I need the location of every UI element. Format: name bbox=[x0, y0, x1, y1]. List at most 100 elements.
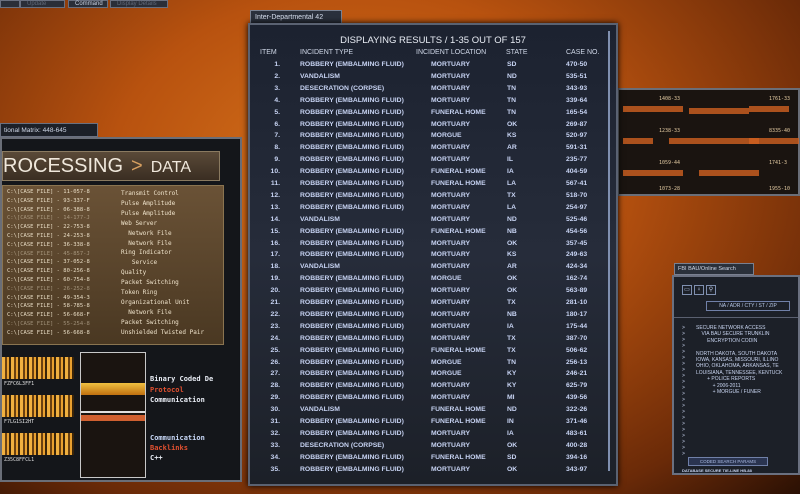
table-row[interactable]: 19. ROBBERY (EMBALMING FLUID) MORGUE OK 162-… bbox=[250, 275, 616, 286]
col-state[interactable]: STATE bbox=[506, 49, 528, 56]
case-file-entry[interactable]: C:\[CASE FILE] - 49-354-3 bbox=[7, 294, 90, 301]
table-row[interactable]: 35. ROBBERY (EMBALMING FLUID) MORTUARY OK 34… bbox=[250, 466, 616, 477]
cell-state: NB bbox=[507, 227, 517, 235]
case-file-entry[interactable]: C:\[CASE FILE] - 06-388-8 bbox=[7, 206, 90, 213]
case-file-entry[interactable]: C:\[CASE FILE] - 55-254-8 bbox=[7, 321, 90, 327]
case-file-entry[interactable]: C:\[CASE FILE] - 93-337-F bbox=[7, 197, 90, 204]
table-row[interactable]: 10. ROBBERY (EMBALMING FLUID) FUNERAL HOME… bbox=[250, 168, 616, 179]
case-file-entry[interactable]: C:\[CASE FILE] - 24-253-8 bbox=[7, 233, 90, 239]
case-file-entry[interactable]: C:\[CASE FILE] - 22-753-8 bbox=[7, 224, 90, 231]
table-row[interactable]: 8. ROBBERY (EMBALMING FLUID) MORTUARY AR 591… bbox=[250, 144, 616, 155]
address-search-input[interactable]: NA / ADR / CTY / ST / ZIP bbox=[706, 301, 790, 311]
cell-incident-type: ROBBERY (EMBALMING FLUID) bbox=[300, 61, 404, 68]
table-row[interactable]: 3. DESECRATION (CORPSE) MORTUARY TN 343-93 bbox=[250, 85, 616, 96]
cell-item: 1. bbox=[274, 61, 280, 68]
search-output-line: + MORGUE / FUNER bbox=[696, 389, 761, 395]
table-row[interactable]: 30. VANDALISM FUNERAL HOME ND 322-26 bbox=[250, 406, 616, 417]
table-row[interactable]: 5. ROBBERY (EMBALMING FLUID) FUNERAL HOME T… bbox=[250, 109, 616, 120]
table-row[interactable]: 28. ROBBERY (EMBALMING FLUID) MORTUARY KY 62… bbox=[250, 382, 616, 393]
folder-icon[interactable]: ▭ bbox=[682, 285, 692, 295]
cell-location: MORTUARY bbox=[431, 203, 471, 211]
search-icon[interactable]: ⚲ bbox=[706, 285, 716, 295]
cell-incident-type: ROBBERY (EMBALMING FLUID) bbox=[300, 287, 404, 295]
table-row[interactable]: 6. ROBBERY (EMBALMING FLUID) MORTUARY OK 269… bbox=[250, 121, 616, 132]
cell-state: OK bbox=[507, 441, 518, 449]
left-panel-tab[interactable]: tional Matrix: 448-645 bbox=[0, 123, 98, 137]
table-row[interactable]: 31. ROBBERY (EMBALMING FLUID) FUNERAL HOME… bbox=[250, 418, 616, 429]
case-file-entry[interactable]: C:\[CASE FILE] - 58-785-8 bbox=[7, 303, 90, 310]
circuit-label: 8335-40 bbox=[769, 128, 791, 134]
case-file-entry[interactable]: C:\[CASE FILE] - 11-057-8 bbox=[7, 189, 90, 195]
cell-incident-type: ROBBERY (EMBALMING FLUID) bbox=[300, 346, 404, 354]
table-row[interactable]: 17. ROBBERY (EMBALMING FLUID) MORTUARY KS 24… bbox=[250, 251, 616, 262]
table-row[interactable]: 20. ROBBERY (EMBALMING FLUID) MORTUARY OK 56… bbox=[250, 287, 616, 298]
case-file-entry[interactable]: C:\[CASE FILE] - 26-252-8 bbox=[7, 285, 90, 292]
cell-location: MORTUARY bbox=[431, 394, 471, 402]
table-row[interactable]: 23. ROBBERY (EMBALMING FLUID) MORTUARY IA 17… bbox=[250, 323, 616, 334]
case-file-entry[interactable]: C:\[CASE FILE] - 36-338-8 bbox=[7, 241, 90, 248]
cell-incident-type: ROBBERY (EMBALMING FLUID) bbox=[300, 251, 404, 259]
network-term: Token Ring bbox=[121, 289, 158, 296]
table-row[interactable]: 24. ROBBERY (EMBALMING FLUID) MORTUARY TX 38… bbox=[250, 335, 616, 346]
bulb-icon[interactable]: ♀ bbox=[694, 285, 704, 295]
circuit-block bbox=[749, 138, 799, 144]
cell-location: MORTUARY bbox=[431, 156, 471, 164]
table-row[interactable]: 13. ROBBERY (EMBALMING FLUID) MORTUARY LA 25… bbox=[250, 204, 616, 215]
cell-incident-type: ROBBERY (EMBALMING FLUID) bbox=[300, 382, 404, 390]
table-row[interactable]: 11. ROBBERY (EMBALMING FLUID) FUNERAL HOME… bbox=[250, 180, 616, 191]
barcode-strip bbox=[2, 395, 74, 417]
table-row[interactable]: 33. DESECRATION (CORPSE) MORTUARY OK 400-28 bbox=[250, 442, 616, 453]
main-window-tab[interactable]: Inter-Departmental 42 bbox=[250, 10, 342, 24]
cell-case-no: 254-97 bbox=[566, 203, 588, 211]
top-tab-1[interactable] bbox=[0, 0, 20, 8]
top-tab-command[interactable]: Command bbox=[68, 0, 108, 8]
binary-term: Communication bbox=[150, 434, 205, 442]
col-item[interactable]: ITEM bbox=[260, 49, 277, 56]
table-row[interactable]: 34. ROBBERY (EMBALMING FLUID) FUNERAL HOME… bbox=[250, 454, 616, 465]
table-row[interactable]: 18. VANDALISM MORTUARY AR 424-34 bbox=[250, 263, 616, 274]
table-row[interactable]: 7. ROBBERY (EMBALMING FLUID) MORGUE KS 520-9… bbox=[250, 132, 616, 143]
table-row[interactable]: 2. VANDALISM MORTUARY ND 535-51 bbox=[250, 73, 616, 84]
cell-item: 16. bbox=[270, 239, 280, 247]
case-file-entry[interactable]: C:\[CASE FILE] - 56-668-F bbox=[7, 312, 90, 319]
col-incident-type[interactable]: INCIDENT TYPE bbox=[300, 49, 354, 56]
coded-search-params-button[interactable]: CODED SEARCH PARAMS bbox=[688, 457, 768, 466]
cell-incident-type: ROBBERY (EMBALMING FLUID) bbox=[300, 144, 404, 152]
table-row[interactable]: 22. ROBBERY (EMBALMING FLUID) MORTUARY NB 18… bbox=[250, 311, 616, 322]
table-row[interactable]: 9. ROBBERY (EMBALMING FLUID) MORTUARY IL 235… bbox=[250, 156, 616, 167]
case-file-entry[interactable]: C:\[CASE FILE] - 37-052-8 bbox=[7, 259, 90, 266]
table-row[interactable]: 25. ROBBERY (EMBALMING FLUID) FUNERAL HOME… bbox=[250, 347, 616, 358]
table-row[interactable]: 21. ROBBERY (EMBALMING FLUID) MORTUARY TX 28… bbox=[250, 299, 616, 310]
cell-case-no: 343-93 bbox=[566, 84, 588, 92]
table-row[interactable]: 14. VANDALISM MORTUARY ND 525-46 bbox=[250, 216, 616, 227]
cell-item: 31. bbox=[270, 418, 280, 425]
table-row[interactable]: 4. ROBBERY (EMBALMING FLUID) MORTUARY TN 339… bbox=[250, 97, 616, 108]
table-row[interactable]: 15. ROBBERY (EMBALMING FLUID) FUNERAL HOME… bbox=[250, 228, 616, 239]
cell-state: NB bbox=[507, 310, 517, 318]
table-row[interactable]: 26. ROBBERY (EMBALMING FLUID) MORGUE TN 256-… bbox=[250, 359, 616, 370]
table-row[interactable]: 16. ROBBERY (EMBALMING FLUID) MORTUARY OK 35… bbox=[250, 240, 616, 251]
search-footer: DATABASE SECURE TIE-LINE HB-88 bbox=[682, 468, 752, 473]
table-row[interactable]: 12. ROBBERY (EMBALMING FLUID) MORTUARY TX 51… bbox=[250, 192, 616, 203]
table-row[interactable]: 29. ROBBERY (EMBALMING FLUID) MORTUARY MI 43… bbox=[250, 394, 616, 405]
col-incident-location[interactable]: INCIDENT LOCATION bbox=[416, 49, 487, 56]
prompt-chevron-icon: > bbox=[682, 445, 685, 451]
table-row[interactable]: 27. ROBBERY (EMBALMING FLUID) MORGUE KY 246-… bbox=[250, 370, 616, 381]
case-file-entry[interactable]: C:\[CASE FILE] - 56-668-8 bbox=[7, 329, 90, 336]
cell-location: MORTUARY bbox=[431, 72, 471, 80]
cell-item: 5. bbox=[274, 108, 280, 116]
case-file-entry[interactable]: C:\[CASE FILE] - 80-256-8 bbox=[7, 268, 90, 275]
scrollbar[interactable] bbox=[608, 31, 610, 471]
table-row[interactable]: 1. ROBBERY (EMBALMING FLUID) MORTUARY SD 470… bbox=[250, 61, 616, 72]
top-tab-update[interactable]: Update bbox=[20, 0, 65, 8]
case-file-entry[interactable]: C:\[CASE FILE] - 45-857-J bbox=[7, 250, 90, 257]
col-case-no[interactable]: CASE NO. bbox=[566, 49, 600, 56]
search-panel-tab[interactable]: FBI BAU/Online Search bbox=[674, 263, 754, 275]
case-file-entry[interactable]: C:\[CASE FILE] - 14-177-J bbox=[7, 215, 90, 222]
case-file-entry[interactable]: C:\[CASE FILE] - 60-754-8 bbox=[7, 277, 90, 283]
table-row[interactable]: 32. ROBBERY (EMBALMING FLUID) MORTUARY IA 48… bbox=[250, 430, 616, 441]
heading-data: DATA bbox=[150, 159, 192, 176]
top-tab-display[interactable]: Display Details bbox=[110, 0, 168, 8]
results-title: DISPLAYING RESULTS / 1-35 OUT OF 157 bbox=[340, 35, 526, 46]
cell-location: MORTUARY bbox=[431, 215, 471, 223]
